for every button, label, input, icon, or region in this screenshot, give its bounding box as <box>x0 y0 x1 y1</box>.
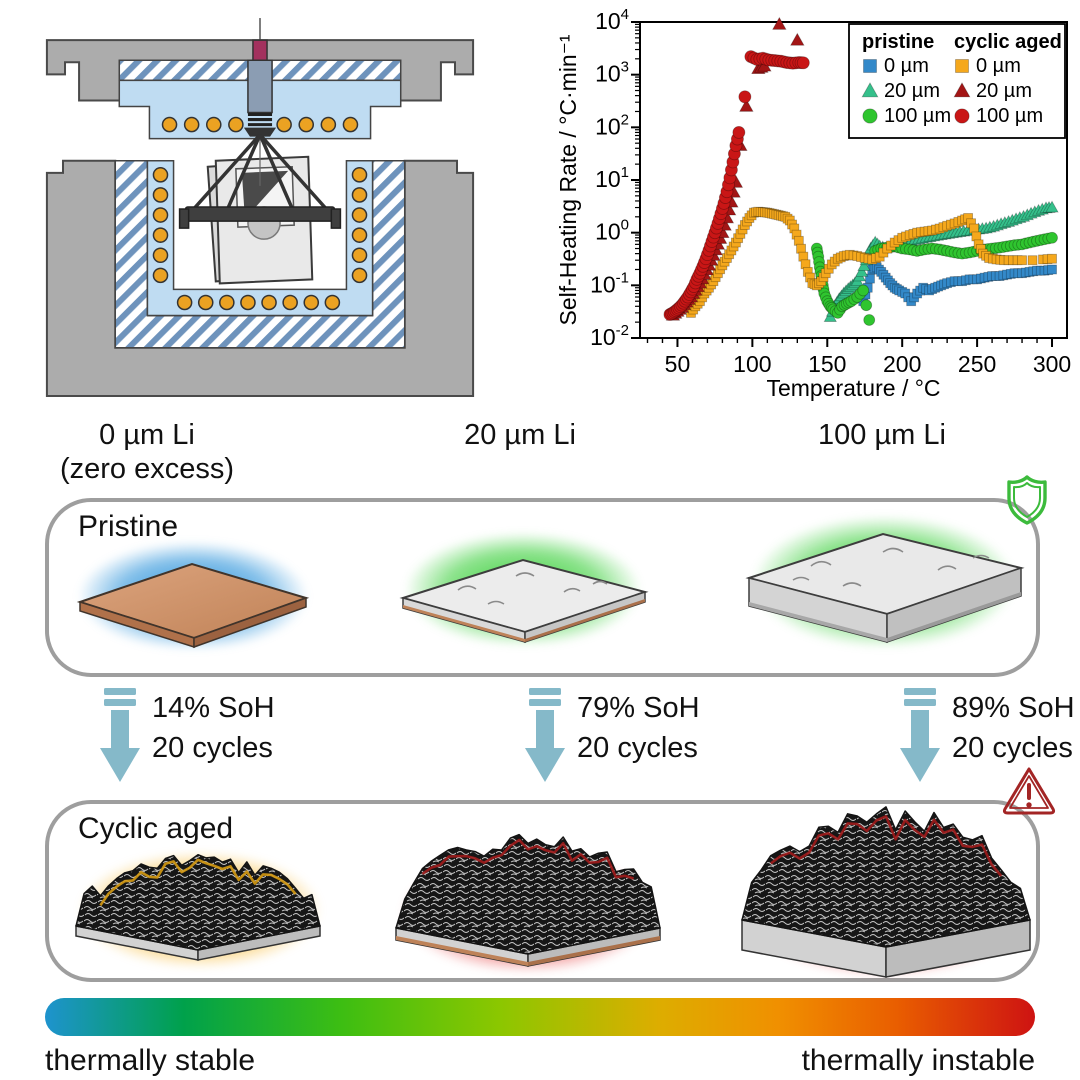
svg-text:250: 250 <box>958 351 996 377</box>
soh-value: 14% SoH <box>152 692 275 724</box>
svg-text:50: 50 <box>665 351 691 377</box>
svg-text:104: 104 <box>595 8 629 34</box>
soh-value: 89% SoH <box>952 692 1075 724</box>
sample-clamp-bar <box>178 206 342 229</box>
svg-text:103: 103 <box>595 59 629 87</box>
cycles-value: 20 cycles <box>152 732 273 765</box>
down-arrow-icon <box>525 688 565 782</box>
svg-text:20 µm: 20 µm <box>976 80 1032 102</box>
lid-heater-dots <box>161 116 359 133</box>
svg-text:Self-Heating Rate / °C·min⁻¹: Self-Heating Rate / °C·min⁻¹ <box>555 34 581 325</box>
column-label-100um: 100 µm Li <box>818 419 946 451</box>
svg-text:100: 100 <box>595 217 629 245</box>
svg-text:pristine: pristine <box>862 31 934 53</box>
svg-text:101: 101 <box>595 164 629 192</box>
svg-text:200: 200 <box>883 351 921 377</box>
svg-text:100 µm: 100 µm <box>976 105 1043 127</box>
aged-100um-mossy-lithium <box>741 806 1031 978</box>
column-label-20um: 20 µm Li <box>464 419 576 451</box>
svg-text:10-2: 10-2 <box>590 322 629 350</box>
pristine-100um-lithium <box>745 532 1025 644</box>
vessel-heater-dots <box>152 167 368 311</box>
svg-text:102: 102 <box>595 111 629 139</box>
cycles-value: 20 cycles <box>577 732 698 765</box>
column-label-0um: 0 µm Li (zero excess) <box>59 419 235 486</box>
svg-text:100: 100 <box>733 351 771 377</box>
svg-text:150: 150 <box>808 351 846 377</box>
cycles-value: 20 cycles <box>952 732 1073 765</box>
transition-100um: 89% SoH 20 cycles <box>898 688 1075 784</box>
down-arrow-icon <box>100 688 140 782</box>
svg-text:10-1: 10-1 <box>590 269 629 297</box>
warning-triangle-icon <box>1002 767 1056 815</box>
thermocouple-sensor <box>243 18 277 186</box>
self-heating-rate-chart: 50 100 150 200 250 300 10-2 10-1 100 101 102 103 104… <box>555 8 1071 401</box>
scale-label-stable: thermally stable <box>45 1044 256 1077</box>
svg-text:Temperature / °C: Temperature / °C <box>766 375 940 401</box>
svg-text:300: 300 <box>1033 351 1071 377</box>
calorimeter-schematic <box>45 18 475 397</box>
down-arrow-icon <box>900 688 940 782</box>
svg-text:0 µm: 0 µm <box>884 55 929 77</box>
pristine-0um-copper-foil <box>76 562 310 649</box>
scale-label-instable: thermally instable <box>801 1044 1035 1077</box>
svg-text:20 µm: 20 µm <box>884 80 940 102</box>
svg-text:100 µm: 100 µm <box>884 105 951 127</box>
transition-0um: 14% SoH 20 cycles <box>98 688 275 784</box>
sample-hanger-frame <box>192 133 328 214</box>
shield-safe-icon <box>1007 475 1047 525</box>
thermal-stability-gradient-bar <box>45 998 1035 1036</box>
transition-20um: 79% SoH 20 cycles <box>523 688 700 784</box>
calorimeter-vessel <box>45 159 475 397</box>
svg-text:0 µm: 0 µm <box>976 55 1021 77</box>
svg-text:cyclic aged: cyclic aged <box>954 31 1062 53</box>
aged-0um-mossy-lithium <box>75 853 321 961</box>
soh-value: 79% SoH <box>577 692 700 724</box>
pristine-20um-lithium <box>399 558 649 644</box>
aged-20um-mossy-lithium <box>395 833 661 967</box>
